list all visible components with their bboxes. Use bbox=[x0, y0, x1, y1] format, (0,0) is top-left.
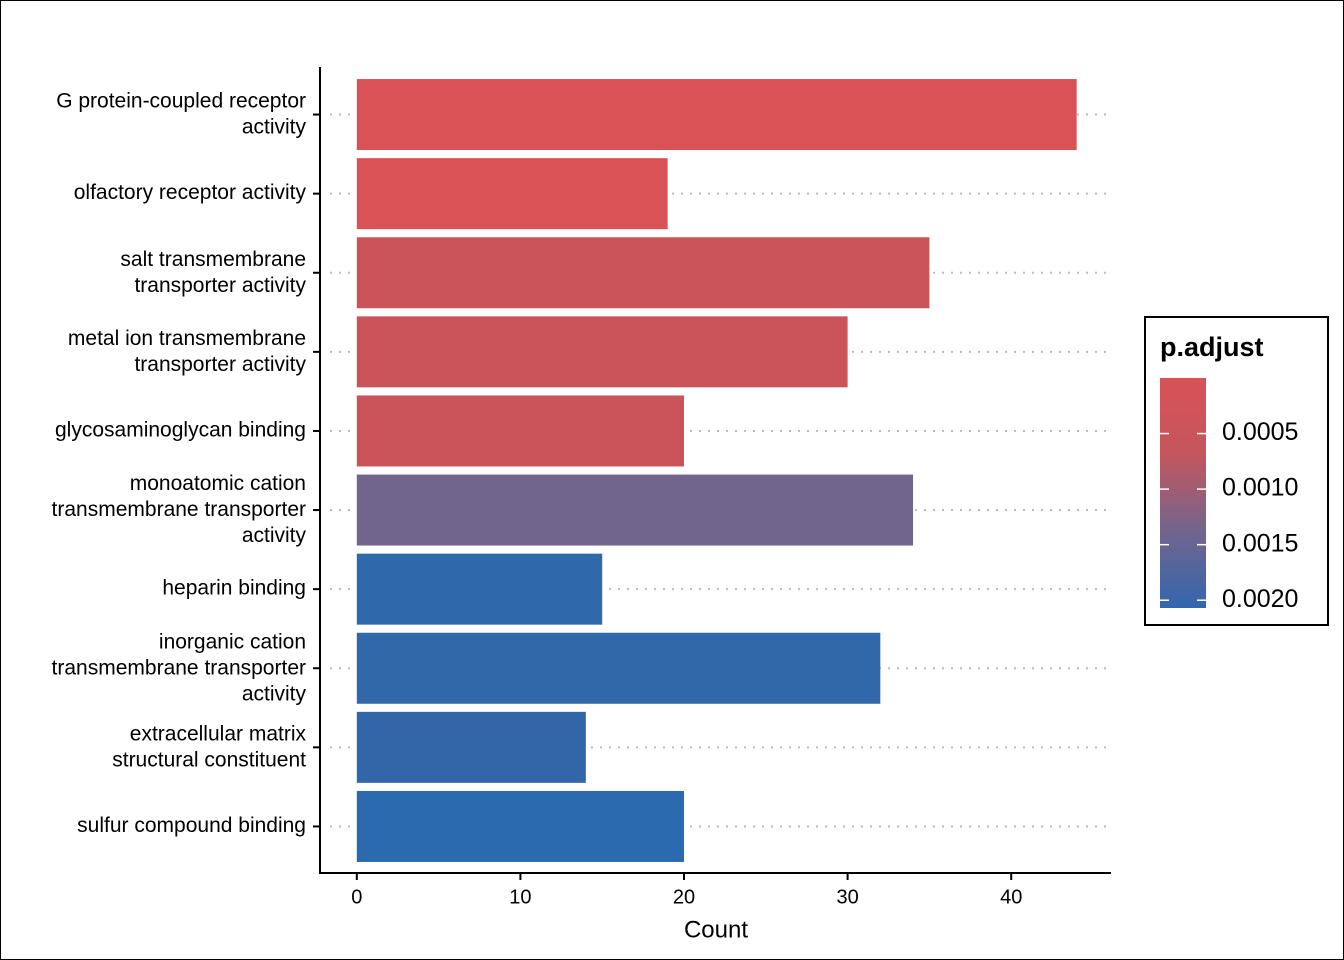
bar bbox=[356, 632, 881, 704]
y-tick-label: monoatomic cation transmembrane transport… bbox=[52, 472, 307, 547]
y-tick-label: inorganic cation transmembrane transporte… bbox=[52, 630, 307, 705]
colorbar-tick-label: 0.0015 bbox=[1222, 529, 1298, 557]
colorbar bbox=[1160, 378, 1206, 608]
x-tick-label: 40 bbox=[1000, 886, 1022, 908]
y-tick-label: G protein-coupled receptor activity bbox=[56, 89, 306, 138]
legend-title: p.adjust bbox=[1160, 332, 1264, 362]
bar bbox=[356, 711, 586, 783]
x-axis-title: Count bbox=[684, 916, 748, 943]
bar bbox=[356, 79, 1077, 151]
bar bbox=[356, 790, 685, 862]
colorbar-tick-label: 0.0005 bbox=[1222, 418, 1298, 446]
bar bbox=[356, 158, 668, 230]
bar bbox=[356, 553, 603, 625]
y-tick-label: heparin binding bbox=[162, 577, 306, 600]
bar bbox=[356, 237, 930, 309]
x-tick-label: 10 bbox=[509, 886, 531, 908]
bar bbox=[356, 474, 914, 546]
bar bbox=[356, 316, 848, 388]
colorbar-tick-label: 0.0010 bbox=[1222, 474, 1298, 502]
x-tick-label: 20 bbox=[673, 886, 695, 908]
colorbar-tick-label: 0.0020 bbox=[1222, 585, 1298, 613]
x-tick-label: 0 bbox=[351, 886, 362, 908]
x-tick-label: 30 bbox=[836, 886, 858, 908]
y-tick-label: sulfur compound binding bbox=[77, 814, 306, 837]
y-tick-label: glycosaminoglycan binding bbox=[55, 418, 306, 441]
y-tick-label: extracellular matrix structural constitue… bbox=[112, 722, 306, 771]
y-tick-label: olfactory receptor activity bbox=[74, 181, 307, 204]
y-tick-label: metal ion transmembrane transporter activ… bbox=[68, 326, 307, 375]
bar bbox=[356, 395, 685, 467]
y-tick-label: salt transmembrane transporter activity bbox=[120, 247, 306, 296]
